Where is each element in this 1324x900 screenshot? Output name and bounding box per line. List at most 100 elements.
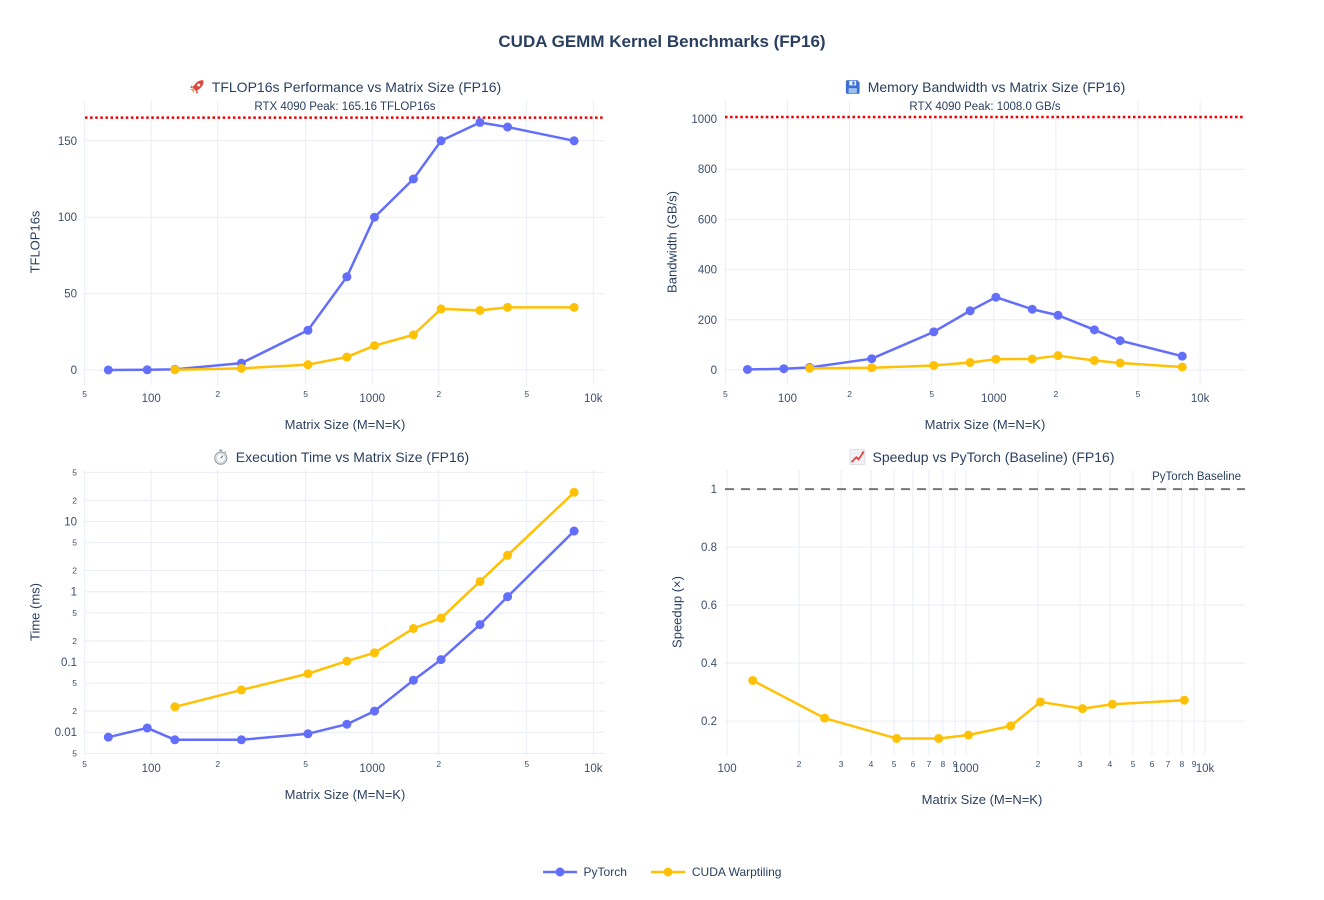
data-point [369,648,379,658]
svg-text:1: 1 [711,484,717,496]
svg-text:1: 1 [71,587,77,599]
svg-text:5: 5 [72,467,77,477]
data-point [342,719,352,729]
svg-text:5: 5 [303,759,308,769]
data-point [369,212,379,222]
peak-annotation-tflops: RTX 4090 Peak: 165.16 TFLOP16s [254,101,436,113]
svg-text:2: 2 [1036,759,1041,769]
svg-text:600: 600 [698,214,717,226]
data-point [170,735,180,745]
svg-text:5: 5 [723,389,728,399]
data-point [236,363,246,373]
data-point [142,365,152,375]
data-point [1053,310,1063,320]
svg-text:10k: 10k [1191,393,1210,405]
svg-text:7: 7 [927,759,932,769]
data-point [408,330,418,340]
data-point [1053,351,1063,361]
data-point [303,360,313,370]
legend: PyTorch CUDA Warptiling [0,865,1324,879]
data-point [103,732,113,742]
data-point [303,669,313,679]
data-point [929,327,939,337]
page-title: CUDA GEMM Kernel Benchmarks (FP16) [498,32,826,51]
svg-text:1000: 1000 [359,393,385,405]
tflops-tick-labels: 5 100 2 5 1000 2 5 10k 0 50 100 150 [58,136,603,405]
svg-text:8: 8 [1179,759,1184,769]
svg-text:0.8: 0.8 [701,542,717,554]
data-point [342,656,352,666]
svg-text:3: 3 [1078,759,1083,769]
data-point [303,729,313,739]
svg-text:5: 5 [1136,389,1141,399]
svg-text:3: 3 [839,759,844,769]
svg-text:5: 5 [524,389,529,399]
bandwidth-series-cuda-warptiling [805,351,1187,373]
svg-text:100: 100 [778,393,797,405]
data-point [503,550,513,560]
data-point [991,354,1001,364]
data-point [408,675,418,685]
time-gridlines [84,470,605,755]
chart-increasing-icon [849,449,866,465]
legend-label: PyTorch [583,865,627,879]
data-point [929,360,939,370]
svg-text:10k: 10k [1196,763,1215,775]
data-point [1177,351,1187,361]
y-axis-title-time: Time (ms) [27,582,43,642]
chart-title-text: Execution Time vs Matrix Size (FP16) [235,449,470,465]
svg-text:1000: 1000 [691,114,717,126]
svg-text:0.01: 0.01 [55,727,77,739]
svg-text:5: 5 [72,748,77,758]
chart-title-time: Execution Time vs Matrix Size (FP16) [213,449,469,465]
data-point [475,576,485,586]
svg-text:8: 8 [941,759,946,769]
time-series-cuda-warptiling [170,487,579,712]
svg-text:5: 5 [72,678,77,688]
data-point [475,305,485,315]
data-point [1115,358,1125,368]
legend-label: CUDA Warptiling [691,865,782,879]
legend-item-cuda-warptiling[interactable]: CUDA Warptiling [650,865,782,879]
svg-text:400: 400 [698,265,717,277]
y-axis-title-bandwidth: Bandwidth (GB/s) [664,191,680,293]
data-point [569,526,579,536]
data-point [1089,355,1099,365]
x-axis-title-time: Matrix Size (M=N=K) [284,787,406,802]
svg-text:5: 5 [303,389,308,399]
svg-text:2: 2 [1054,389,1059,399]
svg-text:4: 4 [1108,759,1113,769]
svg-text:6: 6 [1150,759,1155,769]
data-point [369,706,379,716]
chart-title-bandwidth: Memory Bandwidth vs Matrix Size (FP16) [845,79,1126,95]
data-point [170,702,180,712]
svg-text:10: 10 [64,516,77,528]
pytorch-line-marker-icon [542,867,577,877]
legend-item-pytorch[interactable]: PyTorch [542,865,627,879]
data-point [965,306,975,316]
svg-text:0: 0 [71,365,77,377]
data-point [303,325,313,335]
data-point [170,365,180,375]
data-point [503,592,513,602]
tflops-gridlines [84,100,605,385]
svg-text:5: 5 [1131,759,1136,769]
data-point [805,363,815,373]
svg-text:5: 5 [929,389,934,399]
data-point [569,302,579,312]
svg-text:10k: 10k [584,393,603,405]
svg-text:1000: 1000 [953,763,979,775]
data-point [408,623,418,633]
y-axis-title-tflops: TFLOP16s [27,210,43,274]
baseline-annotation-speedup: PyTorch Baseline [1152,471,1241,483]
chart-bandwidth: 5 100 2 5 1000 2 5 10k 0 200 400 600 800 1000 [691,100,1245,405]
svg-text:2: 2 [436,759,441,769]
svg-text:100: 100 [142,393,161,405]
svg-text:2: 2 [436,389,441,399]
chart-title-text: Memory Bandwidth vs Matrix Size (FP16) [867,79,1126,95]
data-point [748,675,758,685]
data-point [342,272,352,282]
y-axis-title-speedup: Speedup (×) [669,576,685,648]
data-point [1089,325,1099,335]
